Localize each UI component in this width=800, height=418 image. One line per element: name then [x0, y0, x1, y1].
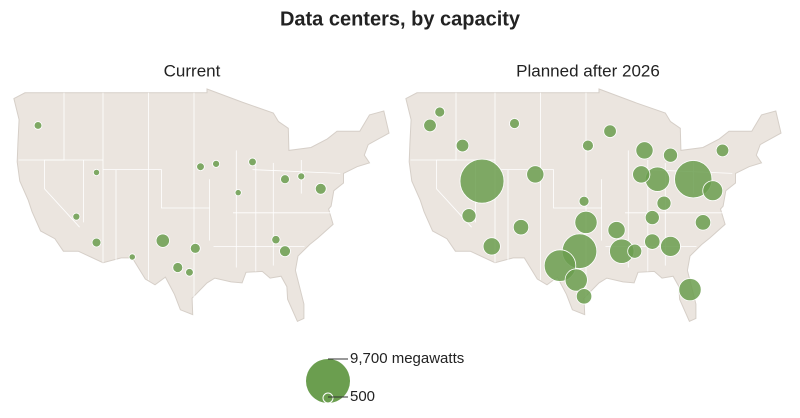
capacity-bubble: [526, 165, 545, 184]
capacity-bubble: [248, 157, 257, 167]
capacity-bubble: [512, 219, 530, 236]
legend-label: 500: [350, 388, 375, 405]
capacity-bubble: [627, 243, 643, 259]
capacity-bubble: [280, 174, 290, 185]
capacity-bubble: [607, 221, 626, 240]
capacity-bubble: [564, 268, 588, 292]
us-outline: [405, 88, 782, 322]
legend-label: 9,700 megawatts: [350, 350, 464, 367]
capacity-bubble: [509, 118, 520, 129]
capacity-bubble: [632, 165, 651, 184]
capacity-bubble: [92, 168, 101, 177]
capacity-bubble: [660, 236, 681, 257]
capacity-bubble: [271, 235, 281, 245]
capacity-bubble: [455, 138, 470, 153]
capacity-bubble: [33, 121, 43, 130]
capacity-bubble: [461, 208, 477, 224]
capacity-bubble: [678, 278, 702, 302]
capacity-bubble: [715, 143, 730, 158]
capacity-bubble: [663, 147, 678, 163]
capacity-bubble: [196, 162, 205, 171]
state-border: [252, 169, 341, 174]
capacity-bubble: [635, 141, 654, 160]
capacity-bubble: [575, 288, 593, 305]
capacity-bubble: [189, 242, 201, 254]
capacity-bubble: [582, 139, 594, 152]
panel-title: Current: [164, 61, 221, 80]
capacity-bubble: [694, 214, 712, 231]
panel-title: Planned after 2026: [516, 61, 660, 80]
capacity-bubble: [459, 158, 505, 204]
capacity-bubble: [644, 210, 660, 226]
title: Data centers, by capacity: [280, 8, 521, 30]
state-border: [495, 169, 602, 209]
capacity-bubble: [574, 210, 598, 234]
capacity-bubble: [185, 268, 194, 277]
us-outline: [13, 88, 390, 322]
capacity-bubble: [314, 182, 327, 195]
capacity-bubble: [644, 233, 661, 250]
legend-bubble: [322, 392, 334, 404]
capacity-bubble: [172, 262, 184, 273]
capacity-bubble: [91, 237, 102, 248]
capacity-bubble: [212, 159, 221, 168]
legend-bubble: [306, 359, 350, 403]
capacity-bubble: [155, 233, 170, 248]
capacity-bubble: [702, 180, 724, 202]
capacity-bubble: [234, 189, 242, 197]
capacity-bubble: [423, 118, 437, 133]
capacity-bubble: [578, 195, 590, 207]
capacity-bubble: [128, 253, 136, 261]
capacity-bubble: [72, 212, 81, 221]
state-border: [103, 169, 210, 209]
capacity-bubble: [482, 237, 501, 256]
capacity-bubble: [434, 106, 446, 118]
capacity-bubble: [603, 124, 617, 138]
capacity-bubble: [656, 195, 672, 211]
capacity-bubble: [279, 245, 291, 258]
capacity-bubble: [297, 172, 306, 181]
